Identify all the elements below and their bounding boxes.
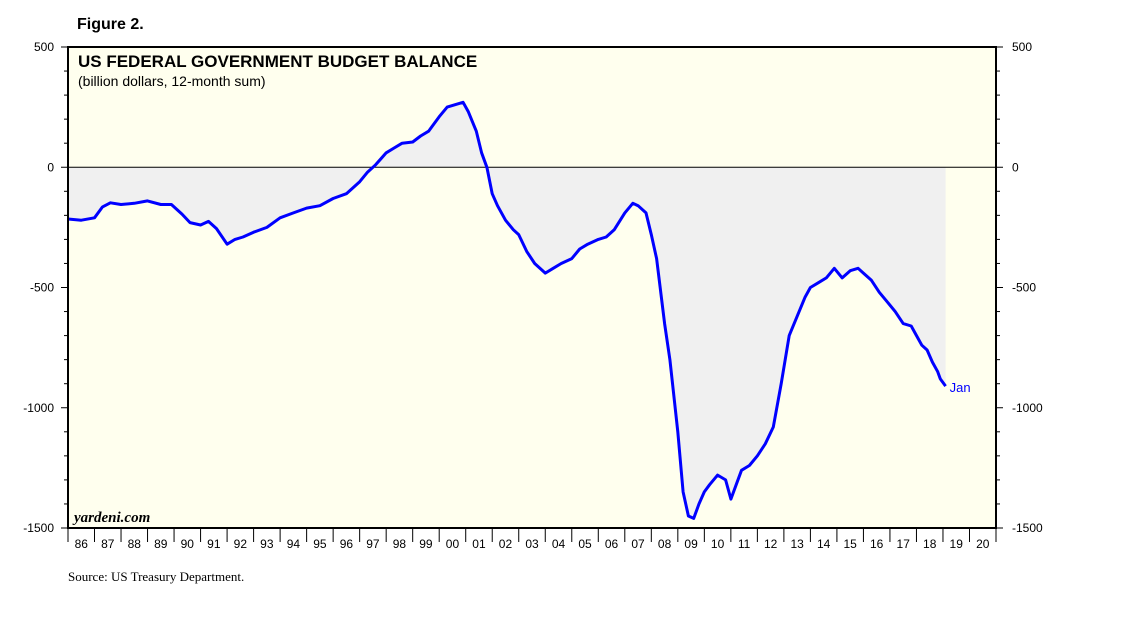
x-tick-label: 88 [128, 537, 142, 551]
watermark: yardeni.com [72, 510, 150, 526]
series-line-budget-balance [67, 100, 947, 520]
x-tick-label: 11 [738, 537, 751, 551]
x-tick-label: 94 [287, 537, 301, 551]
y-tick-label-left: 500 [34, 40, 54, 54]
y-tick-label-left: -1000 [23, 401, 54, 415]
x-tick-label: 00 [446, 537, 460, 551]
y-tick-label-left: -1500 [23, 521, 54, 535]
x-tick-label: 09 [684, 537, 698, 551]
x-tick-label: 08 [658, 537, 672, 551]
x-tick-label: 03 [525, 537, 539, 551]
x-tick-label: 05 [578, 537, 592, 551]
x-tick-label: 90 [181, 537, 195, 551]
chart-title: US FEDERAL GOVERNMENT BUDGET BALANCE [78, 52, 477, 71]
x-tick-label: 07 [631, 537, 645, 551]
x-tick-label: 87 [101, 537, 115, 551]
x-tick-label: 15 [843, 537, 857, 551]
x-tick-label: 10 [711, 537, 725, 551]
x-axis-ticks: 86 87 88 89 90 91 92 93 94 95 96 97 98 99 00 01 02 03 04 05… [67, 528, 997, 551]
x-tick-label: 99 [419, 537, 433, 551]
y-tick-label-right: -1000 [1012, 401, 1043, 415]
x-tick-label: 20 [976, 537, 990, 551]
x-tick-label: 01 [472, 537, 486, 551]
x-tick-label: 14 [817, 537, 831, 551]
x-tick-label: 92 [234, 537, 248, 551]
area-fill [68, 102, 946, 519]
x-tick-label: 98 [393, 537, 407, 551]
x-tick-label: 16 [870, 537, 884, 551]
x-tick-label: 95 [313, 537, 327, 551]
y-tick-label-right: 0 [1012, 160, 1019, 174]
x-tick-label: 86 [75, 537, 89, 551]
x-tick-label: 13 [790, 537, 804, 551]
end-label: Jan [950, 380, 971, 395]
x-tick-label: 89 [154, 537, 168, 551]
x-tick-label: 06 [605, 537, 619, 551]
x-tick-label: 91 [207, 537, 221, 551]
y-tick-label-left: 0 [47, 160, 54, 174]
plot-background [68, 47, 996, 528]
x-tick-label: 18 [923, 537, 937, 551]
x-tick-label: 17 [897, 537, 911, 551]
x-tick-label: 19 [950, 537, 964, 551]
x-tick-label: 12 [764, 537, 778, 551]
y-tick-label-left: -500 [30, 281, 54, 295]
chart-subtitle: (billion dollars, 12-month sum) [78, 73, 266, 89]
source-note: Source: US Treasury Department. [68, 569, 245, 584]
x-tick-label: 97 [366, 537, 380, 551]
figure-label: Figure 2. [77, 16, 144, 33]
y-tick-label-right: 500 [1012, 40, 1032, 54]
x-tick-label: 02 [499, 537, 513, 551]
x-tick-label: 04 [552, 537, 566, 551]
y-tick-label-right: -500 [1012, 281, 1036, 295]
y-tick-label-right: -1500 [1012, 521, 1043, 535]
x-tick-label: 93 [260, 537, 274, 551]
plot-frame [67, 46, 997, 529]
x-tick-label: 96 [340, 537, 354, 551]
